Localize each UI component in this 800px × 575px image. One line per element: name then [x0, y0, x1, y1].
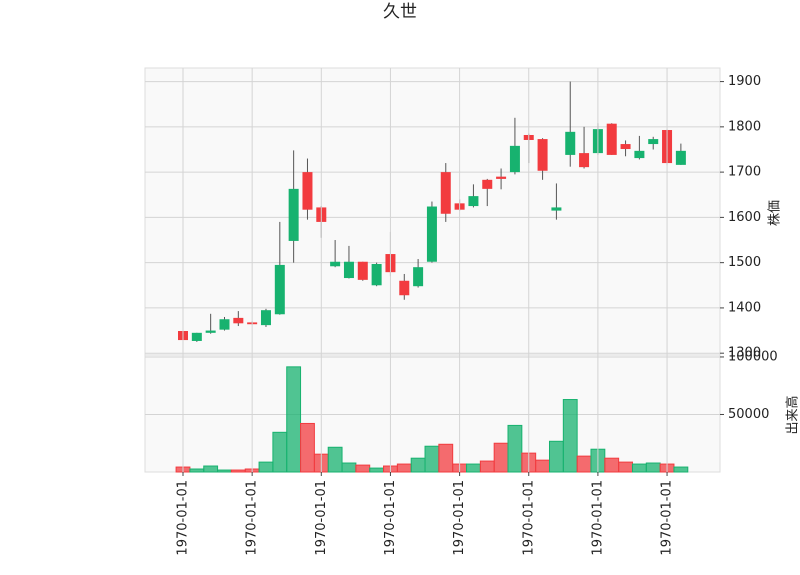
- candle-body: [551, 207, 562, 211]
- candle-body: [219, 319, 230, 330]
- volume-bar: [300, 422, 315, 473]
- volume-bar: [548, 440, 564, 473]
- x-tick-label: 1970-01-01: [383, 480, 398, 556]
- candle-body: [579, 153, 590, 168]
- volume-bar: [369, 467, 385, 473]
- candle-body: [509, 145, 520, 173]
- candle-body: [371, 264, 382, 286]
- x-tick-label: 1970-01-01: [314, 480, 329, 556]
- volume-bar: [562, 399, 578, 473]
- candle-body: [496, 176, 507, 179]
- y-tick-label: 1600: [728, 210, 761, 225]
- volume-bar: [355, 464, 371, 473]
- x-tick-label: 1970-01-01: [660, 480, 675, 556]
- volume-bar: [535, 459, 550, 473]
- volume-bar: [258, 461, 274, 473]
- volume-bar: [576, 455, 592, 473]
- x-tick-label: 1970-01-01: [245, 480, 260, 556]
- volume-bar: [479, 460, 495, 473]
- candle-body: [191, 332, 202, 341]
- volume-bar: [673, 466, 689, 473]
- x-tick-label: 1970-01-01: [176, 480, 191, 556]
- candle-body: [606, 123, 617, 155]
- candle-body: [260, 310, 271, 326]
- volume-bar: [424, 445, 440, 473]
- candle-body: [565, 131, 576, 155]
- y-tick-label: 1300: [728, 346, 761, 361]
- chart-title: 久世: [383, 2, 417, 22]
- y-tick-label: 1500: [728, 255, 761, 270]
- candle-body: [413, 267, 424, 287]
- candle-body: [357, 261, 368, 280]
- y-axis-label: 株価: [768, 200, 783, 226]
- volume-bar: [272, 431, 288, 473]
- volume-bar: [217, 469, 232, 473]
- volume-bar: [230, 469, 246, 473]
- candle-body: [482, 179, 493, 189]
- candle-body: [648, 139, 659, 145]
- volume-bar: [493, 442, 509, 473]
- volume-bar: [438, 443, 454, 473]
- volume-bar: [203, 465, 219, 473]
- candle-body: [288, 188, 299, 241]
- volume-bar: [507, 424, 523, 473]
- x-tick-label: 1970-01-01: [452, 480, 467, 556]
- y-tick-label: 100000: [728, 349, 778, 364]
- volume-bar: [631, 463, 647, 473]
- candle-body: [634, 150, 645, 159]
- volume-bar: [604, 457, 620, 473]
- x-tick-label: 1970-01-01: [521, 480, 536, 556]
- candle-body: [343, 261, 354, 279]
- candle-body: [330, 261, 341, 267]
- candle-body: [675, 150, 686, 165]
- y-tick-label: 1800: [728, 119, 761, 134]
- candle-body: [233, 317, 244, 324]
- y-axis-label: 出来高: [785, 395, 800, 434]
- candle-body: [537, 139, 548, 171]
- candle-body: [205, 330, 216, 333]
- y-tick-label: 1900: [728, 74, 761, 89]
- volume-bar: [341, 462, 357, 473]
- volume-bar: [645, 462, 661, 473]
- candle-body: [399, 280, 410, 296]
- candle-body: [426, 206, 437, 262]
- candle-body: [274, 264, 285, 315]
- y-tick-label: 1400: [728, 300, 761, 315]
- candle-body: [440, 172, 451, 214]
- x-tick-label: 1970-01-01: [590, 480, 605, 556]
- volume-bar: [286, 366, 302, 473]
- y-tick-label: 1700: [728, 165, 761, 180]
- volume-bar: [466, 463, 481, 473]
- volume-bar: [618, 461, 633, 473]
- candle-body: [302, 172, 313, 210]
- volume-bar: [189, 468, 205, 473]
- volume-bar: [410, 457, 426, 473]
- y-tick-label: 50000: [728, 407, 769, 422]
- volume-bar: [327, 446, 343, 473]
- volume-bar: [396, 463, 412, 473]
- candle-body: [468, 196, 479, 207]
- candle-body: [620, 144, 631, 150]
